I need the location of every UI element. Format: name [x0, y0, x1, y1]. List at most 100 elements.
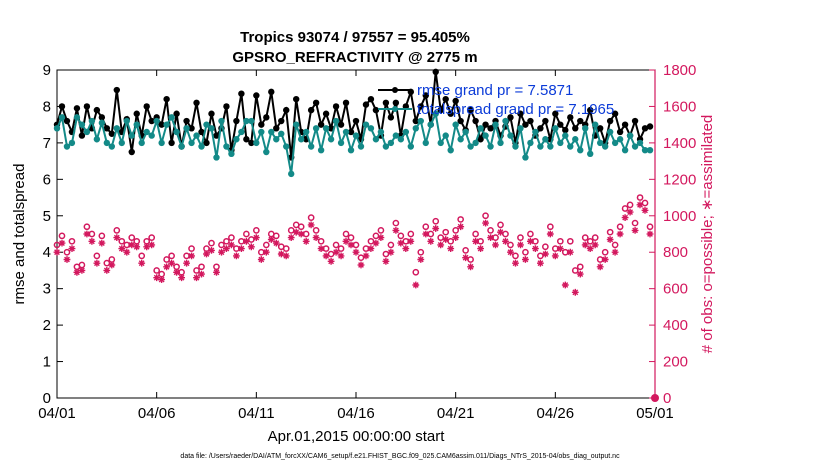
series-totalspread-point [437, 139, 444, 147]
series-possible-point [397, 232, 405, 240]
series-rmse-point [248, 139, 255, 147]
y-left-tick-label: 0 [43, 390, 51, 407]
series-totalspread-point [552, 125, 559, 132]
series-assimilated-point [223, 245, 230, 252]
series-assimilated-point [507, 248, 514, 256]
series-totalspread-point [497, 139, 504, 147]
series-totalspread-point [582, 125, 589, 132]
series-possible-point [228, 234, 235, 241]
series-totalspread-point [183, 125, 190, 132]
series-rmse-point [422, 92, 429, 99]
series-totalspread-point [178, 143, 185, 150]
series-assimilated-point [646, 230, 654, 238]
series-assimilated-point [452, 234, 460, 241]
series-rmse-point [223, 103, 230, 110]
series-rmse-point [273, 125, 280, 132]
series-rmse-point [158, 121, 165, 128]
legend-text-totalspread: totalspread grand pr = 7.1965 [417, 101, 614, 118]
series-totalspread-point [258, 128, 265, 136]
series-possible-point [243, 230, 250, 238]
series-assimilated-point [402, 245, 410, 252]
series-assimilated-point [203, 250, 210, 258]
series-rmse-point [198, 128, 205, 136]
series-assimilated-point [601, 256, 609, 263]
x-tick-label: 04/26 [537, 405, 575, 422]
series-totalspread-point [592, 121, 599, 128]
series-assimilated-point [68, 245, 76, 252]
series-rmse-point [233, 117, 240, 125]
series-assimilated-point [412, 281, 420, 289]
series-assimilated-point [502, 237, 509, 245]
series-totalspread-point [153, 117, 160, 125]
series-assimilated-point [277, 250, 285, 258]
series-possible-point [282, 245, 290, 252]
series-rmse-point [457, 117, 464, 125]
series-totalspread-point [372, 136, 380, 143]
series-assimilated-point [73, 268, 81, 276]
series-totalspread-point [392, 132, 400, 139]
series-totalspread-point [452, 121, 459, 128]
series-assimilated-point [626, 208, 634, 216]
series-rmse-point [193, 99, 200, 107]
series-rmse-point [243, 136, 250, 143]
series-totalspread-point [158, 139, 165, 147]
series-rmse-point [487, 125, 494, 132]
series-possible-point [272, 232, 280, 240]
series-rmse-point [432, 68, 439, 76]
series-rmse-point [148, 117, 155, 125]
series-possible-point [432, 217, 440, 225]
series-totalspread-point [397, 136, 405, 143]
series-totalspread-point [173, 128, 180, 136]
series-assimilated-point [347, 241, 355, 249]
series-rmse-point [372, 106, 380, 114]
series-totalspread-point [253, 139, 260, 147]
series-assimilated-point [342, 237, 350, 245]
series-rmse-point [517, 110, 524, 117]
series-totalspread-point [457, 136, 464, 143]
series-totalspread-point [611, 139, 619, 147]
series-totalspread-point [412, 125, 419, 132]
series-assimilated-point [427, 237, 435, 245]
series-assimilated-point [571, 288, 579, 296]
series-assimilated-point [247, 243, 255, 251]
series-possible-point [527, 230, 534, 238]
series-assimilated-point [417, 256, 425, 263]
series-assimilated-point [407, 237, 415, 245]
series-totalspread-point [432, 110, 439, 117]
y-right-tick-label: 200 [663, 354, 688, 371]
series-possible-point [148, 234, 156, 241]
series-totalspread-point [557, 139, 564, 147]
series-assimilated-point [153, 274, 161, 282]
series-possible-point [68, 237, 76, 245]
series-totalspread-point [88, 117, 96, 125]
series-assimilated-point [546, 230, 554, 238]
series-totalspread-point [203, 121, 210, 128]
series-assimilated-point [457, 223, 465, 231]
series-totalspread-point [98, 119, 106, 127]
series-possible-point [626, 201, 634, 209]
series-totalspread-point [68, 139, 76, 147]
series-assimilated-point [542, 250, 549, 258]
series-rmse-point [58, 103, 66, 110]
series-totalspread-point [238, 128, 245, 136]
series-assimilated-point [636, 201, 644, 209]
series-rmse-point [293, 95, 300, 103]
series-rmse-point [133, 110, 140, 117]
series-possible-point [482, 212, 489, 220]
x-tick-label: 04/21 [437, 405, 475, 422]
series-rmse-point [542, 117, 549, 125]
series-assimilated-point [566, 248, 574, 256]
series-possible-point [507, 241, 514, 249]
y-right-tick-label: 1000 [663, 208, 696, 225]
series-assimilated-point [272, 239, 280, 247]
series-assimilated-point [98, 239, 106, 247]
series-rmse-point [347, 128, 355, 136]
series-totalspread-point [352, 132, 360, 139]
series-assimilated-point [78, 267, 86, 274]
series-totalspread-point [387, 139, 395, 147]
y-left-tick-label: 2 [43, 317, 51, 334]
series-rmse-point [253, 92, 260, 99]
chart-title: Tropics 93074 / 97557 = 95.405% [240, 29, 470, 46]
series-possible-point [377, 227, 385, 234]
